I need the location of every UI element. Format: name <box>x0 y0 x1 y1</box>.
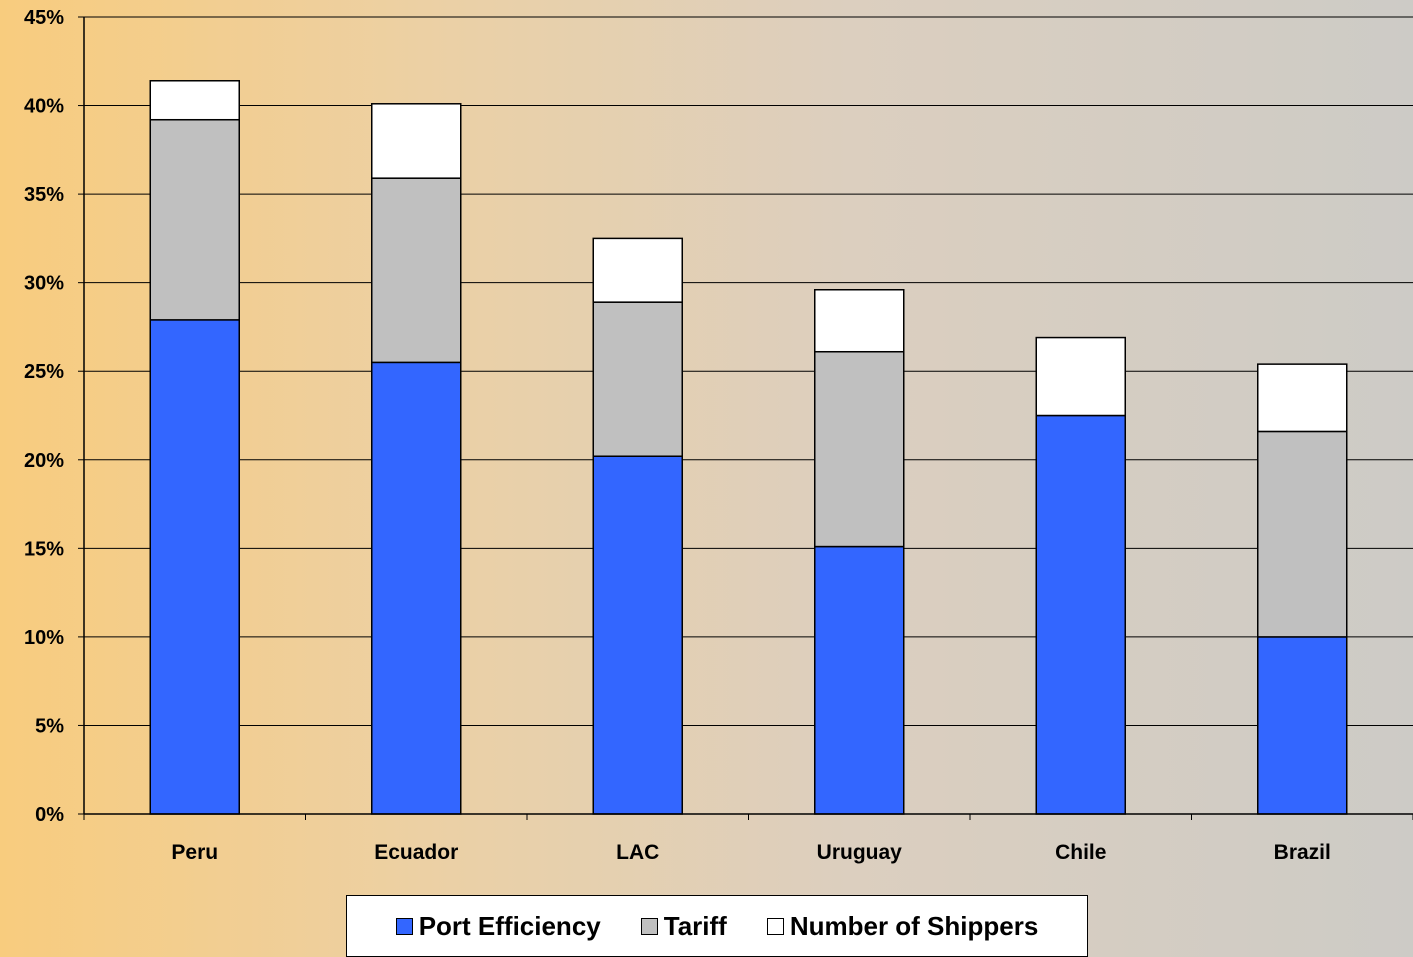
y-tick-label: 35% <box>24 184 64 206</box>
bar-segment-number-of-shippers <box>1035 336 1126 417</box>
bar-segment-number-of-shippers <box>1257 363 1348 433</box>
bar-segment-port-efficiency <box>371 361 462 815</box>
bar-segment-port-efficiency <box>814 545 905 815</box>
bar-segment-number-of-shippers <box>149 80 240 121</box>
legend-swatch <box>766 917 784 935</box>
x-category-label: Chile <box>1055 841 1106 864</box>
legend-swatch <box>640 917 658 935</box>
y-tick-label: 30% <box>24 273 64 295</box>
legend-swatch <box>395 917 413 935</box>
legend: Port Efficiency Tariff Number of Shippers <box>346 895 1088 957</box>
legend-label: Port Efficiency <box>418 910 601 941</box>
x-category-label: Ecuador <box>374 841 458 864</box>
legend-label: Tariff <box>663 910 727 941</box>
bars <box>149 80 1348 815</box>
legend-label: Number of Shippers <box>789 910 1039 941</box>
legend-item: Port Efficiency <box>395 910 601 942</box>
x-category-label: Peru <box>171 841 218 864</box>
legend-item: Tariff <box>640 910 727 942</box>
bar-segment-port-efficiency <box>149 319 240 815</box>
axes <box>78 16 1413 820</box>
y-tick-label: 5% <box>35 715 64 737</box>
x-category-label: Brazil <box>1274 841 1331 864</box>
bar-segment-port-efficiency <box>1257 636 1348 815</box>
bar-segment-number-of-shippers <box>371 103 462 179</box>
y-tick-label: 20% <box>24 450 64 472</box>
x-category-label: LAC <box>616 841 659 864</box>
y-tick-label: 0% <box>35 804 64 826</box>
bar-segment-number-of-shippers <box>592 237 683 303</box>
bar-segment-number-of-shippers <box>814 289 905 353</box>
bar-segment-port-efficiency <box>592 455 683 815</box>
bar-segment-tariff <box>149 118 240 321</box>
bar-segment-port-efficiency <box>1035 414 1126 815</box>
bar-segment-tariff <box>371 177 462 364</box>
bar-segment-tariff <box>814 350 905 548</box>
x-category-label: Uruguay <box>817 841 903 864</box>
x-category-labels: Peru Ecuador LAC Uruguay Chile Brazil <box>171 841 1330 864</box>
y-tick-label: 45% <box>24 7 64 29</box>
y-tick-label: 15% <box>24 538 64 560</box>
y-tick-label: 10% <box>24 627 64 649</box>
legend-item: Number of Shippers <box>766 910 1039 942</box>
y-tick-label: 40% <box>24 96 64 118</box>
gridlines <box>84 16 1413 726</box>
bar-segment-tariff <box>592 301 683 457</box>
bar-segment-tariff <box>1257 430 1348 638</box>
y-tick-label: 25% <box>24 361 64 383</box>
y-tick-labels: 0% 5% 10% 15% 20% 25% 30% 35% 40% 45% <box>24 7 64 826</box>
